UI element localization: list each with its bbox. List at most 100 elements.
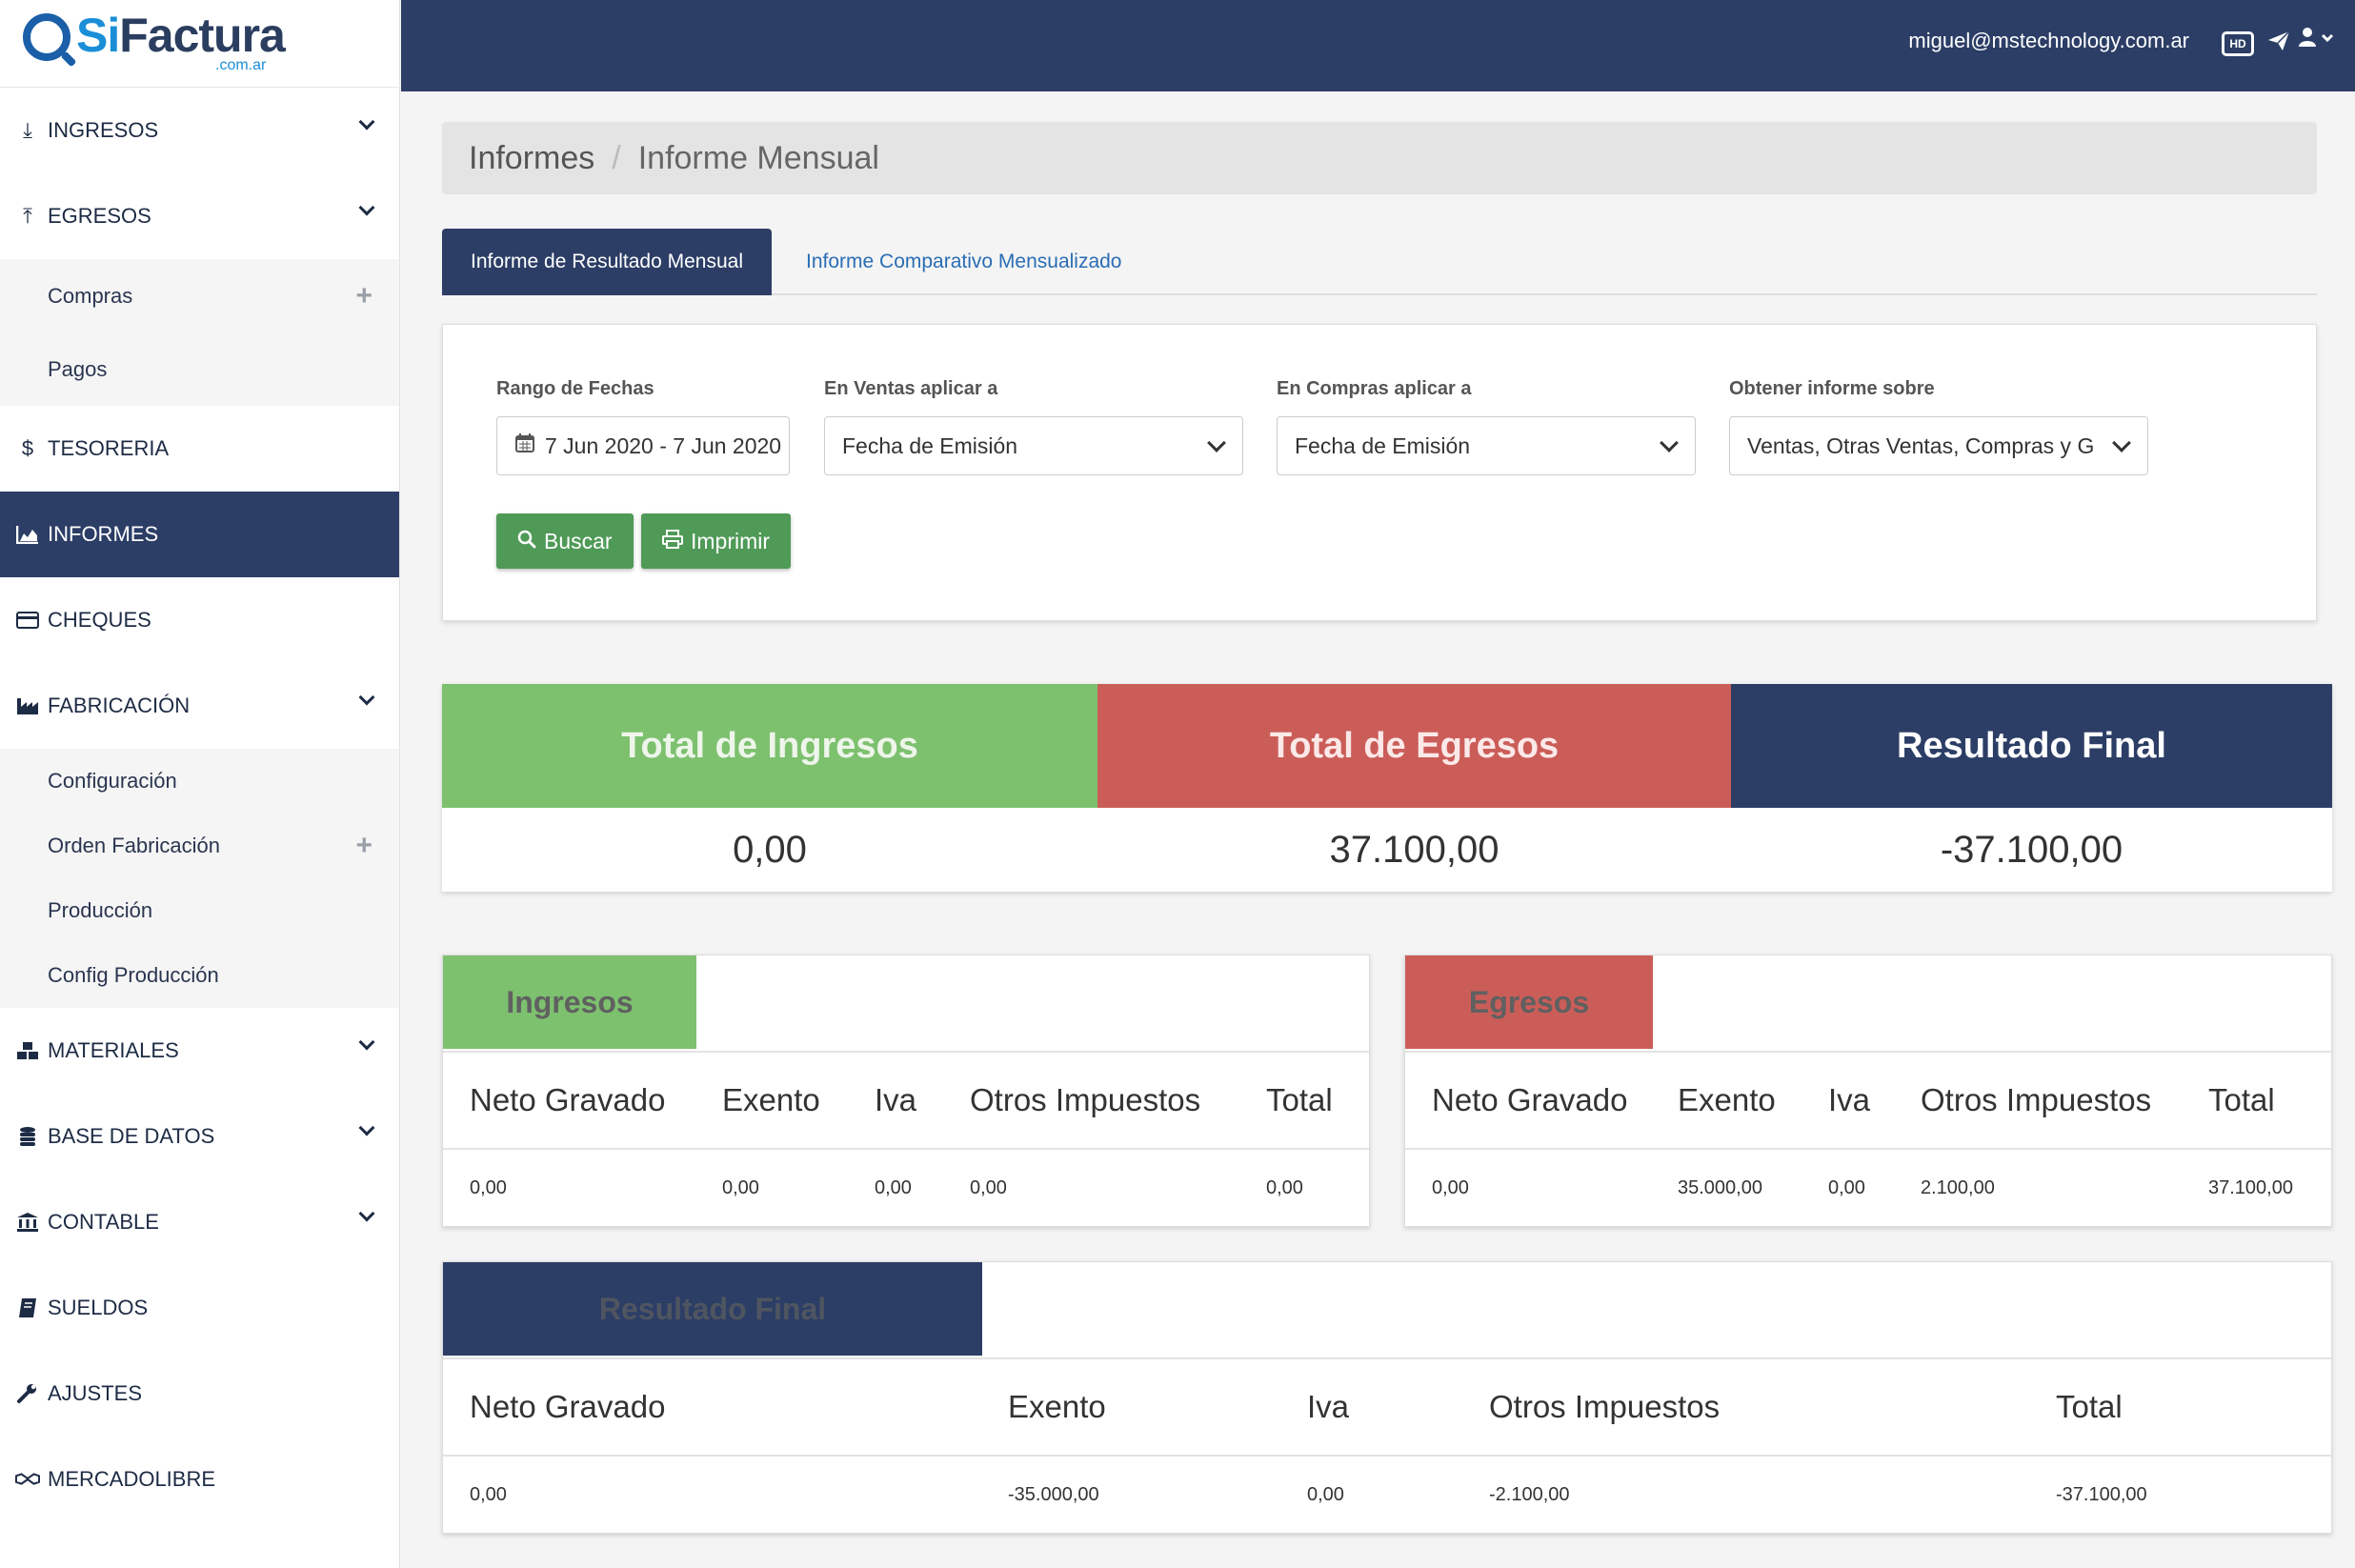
database-icon [15, 1126, 40, 1147]
table-cell: -2.100,00 [1489, 1483, 1570, 1505]
egresos-panel-title: Egresos [1405, 955, 1653, 1049]
column-header: Otros Impuestos [1489, 1389, 1721, 1424]
sidebar-item-label: MERCADOLIBRE [48, 1467, 216, 1491]
egresos-panel: Egresos Neto Gravado Exento Iva Otros Im… [1404, 955, 2332, 1227]
filter-panel: Rango de Fechas 7 Jun 2020 - 7 Jun 2020 … [442, 324, 2317, 621]
imprimir-label: Imprimir [691, 528, 771, 553]
table-cell: 0,00 [970, 1176, 1007, 1198]
ingresos-panel-title: Ingresos [443, 955, 696, 1049]
breadcrumb-current: Informe Mensual [637, 139, 879, 176]
summary-resultado: Resultado Final -37.100,00 [1731, 684, 2332, 892]
sidebar-item-fabricacion[interactable]: FABRICACIÓN [0, 663, 399, 749]
sidebar-item-ingresos[interactable]: ⤓ INGRESOS [0, 88, 399, 173]
sidebar-subitem-label: Pagos [48, 356, 108, 381]
sidebar-subitem-config-produccion[interactable]: Config Producción [0, 943, 399, 1008]
sidebar-item-label: MATERIALES [48, 1038, 179, 1062]
hd-icon[interactable]: HD [2222, 31, 2254, 56]
area-chart-icon [15, 525, 40, 544]
user-menu-icon[interactable] [2298, 27, 2334, 54]
chevron-down-icon [1207, 433, 1226, 452]
sidebar-item-cheques[interactable]: CHEQUES [0, 577, 399, 663]
sidebar-item-label: AJUSTES [48, 1381, 143, 1405]
sidebar-item-tesoreria[interactable]: $ TESORERIA [0, 406, 399, 492]
sidebar-subitem-pagos[interactable]: Pagos [0, 332, 399, 406]
summary-egresos: Total de Egresos 37.100,00 [1097, 684, 1731, 892]
sidebar-subitem-label: Configuración [48, 769, 177, 793]
print-icon [662, 529, 683, 554]
table-cell: 0,00 [470, 1483, 507, 1505]
breadcrumb-separator: / [612, 139, 621, 176]
sidebar-subitem-orden-fabricacion[interactable]: Orden Fabricación + [0, 814, 399, 878]
table-row: 0,00 -35.000,00 0,00 -2.100,00 -37.100,0… [443, 1457, 2331, 1533]
sidebar-item-label: CONTABLE [48, 1210, 159, 1234]
sidebar-item-informes[interactable]: INFORMES [0, 492, 399, 577]
sidebar-item-label: SUELDOS [48, 1296, 149, 1319]
user-email[interactable]: miguel@mstechnology.com.ar [1908, 29, 2189, 52]
summary-panel: Total de Ingresos 0,00 Total de Egresos … [442, 684, 2332, 892]
column-header: Total [2056, 1389, 2123, 1424]
report-scope-label: Obtener informe sobre [1729, 378, 1935, 399]
top-navbar: miguel@mstechnology.com.ar HD [401, 0, 2355, 91]
logo[interactable]: SiFactura .com.ar [0, 0, 399, 88]
sidebar-item-egresos[interactable]: ⤒ EGRESOS [0, 173, 399, 259]
sidebar-subitem-produccion[interactable]: Producción [0, 878, 399, 943]
sidebar-item-label: INFORMES [48, 522, 159, 546]
chevron-down-icon [1660, 433, 1679, 452]
calendar-icon [514, 432, 535, 459]
handshake-icon [15, 1471, 40, 1488]
table-cell: 0,00 [1307, 1483, 1344, 1505]
summary-resultado-value: -37.100,00 [1940, 828, 2124, 871]
sidebar-submenu-fabricacion: Configuración Orden Fabricación + Produc… [0, 749, 399, 1008]
summary-resultado-title: Resultado Final [1731, 684, 2332, 808]
sidebar-subitem-configuracion[interactable]: Configuración [0, 749, 399, 814]
column-header: Total [2208, 1082, 2275, 1117]
chevron-down-icon [358, 199, 375, 216]
plus-icon[interactable]: + [355, 279, 372, 312]
sidebar-item-contable[interactable]: CONTABLE [0, 1179, 399, 1265]
table-cell: 0,00 [1828, 1176, 1865, 1198]
sidebar-item-ajustes[interactable]: AJUSTES [0, 1351, 399, 1437]
upload-icon: ⤒ [23, 204, 32, 228]
sidebar-item-label: CHEQUES [48, 608, 151, 632]
chevron-down-icon [358, 1205, 375, 1222]
chevron-down-icon [358, 113, 375, 131]
sidebar-item-label: BASE DE DATOS [48, 1124, 215, 1148]
table-cell: 2.100,00 [1921, 1176, 1995, 1198]
table-row: 0,00 0,00 0,00 0,00 0,00 [443, 1150, 1369, 1226]
plus-icon[interactable]: + [355, 830, 372, 861]
column-header: Iva [1307, 1389, 1350, 1424]
date-range-input[interactable]: 7 Jun 2020 - 7 Jun 2020 [496, 416, 790, 475]
industry-icon [15, 696, 40, 715]
column-header: Iva [875, 1082, 917, 1117]
column-header: Exento [722, 1082, 820, 1117]
chevron-down-icon [358, 1119, 375, 1136]
sidebar-item-base-de-datos[interactable]: BASE DE DATOS [0, 1094, 399, 1179]
sidebar-item-label: EGRESOS [48, 204, 151, 228]
sidebar-item-mercadolibre[interactable]: MERCADOLIBRE [0, 1437, 399, 1522]
table-cell: -37.100,00 [2056, 1483, 2147, 1505]
compras-apply-value: Fecha de Emisión [1295, 432, 1471, 458]
ventas-apply-select[interactable]: Fecha de Emisión [824, 416, 1243, 475]
sidebar-item-materiales[interactable]: MATERIALES [0, 1008, 399, 1094]
table-cell: 0,00 [1432, 1176, 1469, 1198]
report-scope-select[interactable]: Ventas, Otras Ventas, Compras y Gastos [1729, 416, 2148, 475]
dollar-icon: $ [21, 436, 34, 460]
sidebar-item-sueldos[interactable]: SUELDOS [0, 1265, 399, 1351]
tab-resultado-mensual[interactable]: Informe de Resultado Mensual [442, 229, 772, 295]
summary-egresos-title: Total de Egresos [1097, 684, 1731, 808]
breadcrumb-parent[interactable]: Informes [469, 139, 595, 176]
table-cell: -35.000,00 [1008, 1483, 1099, 1505]
sidebar-subitem-compras[interactable]: Compras + [0, 259, 399, 332]
table-cell: 0,00 [1266, 1176, 1303, 1198]
column-header: Otros Impuestos [1921, 1082, 2152, 1117]
imprimir-button[interactable]: Imprimir [641, 513, 792, 569]
buscar-label: Buscar [544, 528, 613, 553]
sidebar-subitem-label: Compras [48, 283, 133, 308]
compras-apply-select[interactable]: Fecha de Emisión [1277, 416, 1696, 475]
chevron-down-icon [358, 1034, 375, 1051]
cubes-icon [15, 1041, 40, 1060]
paper-plane-icon[interactable] [2267, 29, 2290, 58]
buscar-button[interactable]: Buscar [496, 513, 634, 569]
resultado-panel: Resultado Final Neto Gravado Exento Iva … [442, 1261, 2332, 1534]
tab-comparativo-mensualizado[interactable]: Informe Comparativo Mensualizado [806, 251, 1122, 272]
